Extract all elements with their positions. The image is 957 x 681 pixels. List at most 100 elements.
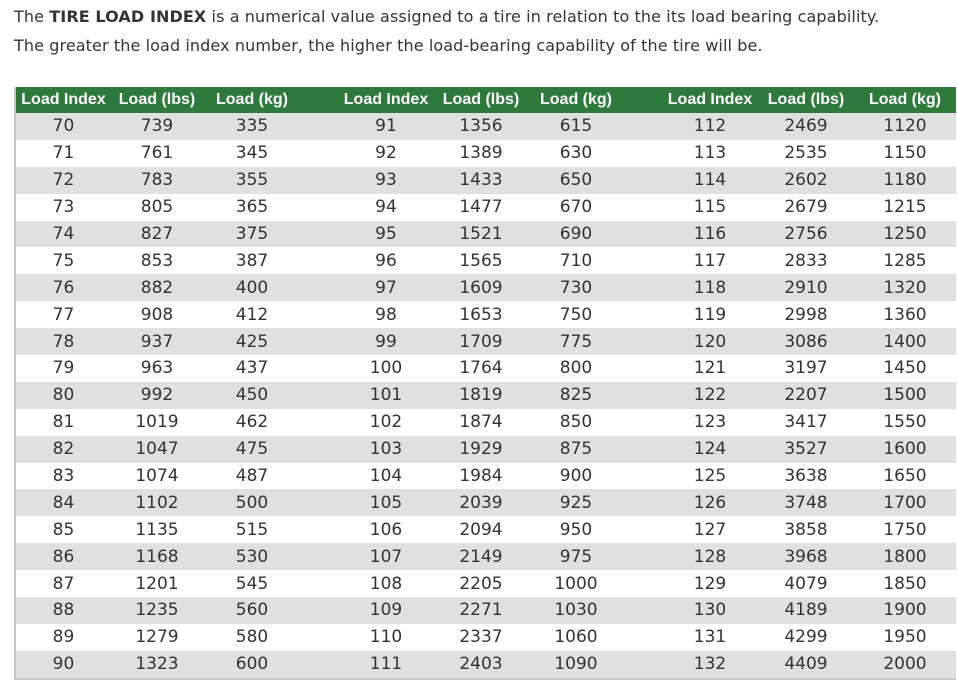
cell-load-index: 77: [15, 301, 111, 329]
table-row: 83 1074 487 104 1984 900 125 3638 1650: [15, 462, 956, 490]
cell-spacer: [624, 462, 662, 490]
cell-spacer: [301, 301, 338, 329]
cell-load-index: 96: [338, 247, 434, 275]
cell-load-index: 97: [338, 274, 434, 302]
cell-load-index: 86: [15, 543, 111, 571]
cell-load-index: 127: [662, 516, 758, 544]
cell-load-lbs: 1929: [434, 435, 528, 463]
cell-load-kg: 545: [203, 570, 301, 598]
cell-spacer: [301, 462, 338, 490]
cell-load-lbs: 1709: [434, 328, 528, 356]
cell-load-index: 84: [15, 489, 111, 517]
cell-load-lbs: 2679: [758, 193, 854, 221]
cell-load-kg: 630: [528, 139, 624, 167]
cell-load-lbs: 827: [111, 220, 203, 248]
cell-load-lbs: 4409: [758, 650, 854, 679]
cell-load-index: 110: [338, 623, 434, 651]
cell-load-index: 108: [338, 570, 434, 598]
cell-load-lbs: 3968: [758, 543, 854, 571]
cell-load-kg: 1700: [854, 489, 956, 517]
cell-load-lbs: 4299: [758, 623, 854, 651]
cell-load-index: 105: [338, 489, 434, 517]
cell-spacer: [624, 247, 662, 275]
cell-load-kg: 1650: [854, 462, 956, 490]
cell-load-index: 128: [662, 543, 758, 571]
cell-load-lbs: 1433: [434, 166, 528, 194]
cell-load-index: 124: [662, 435, 758, 463]
cell-spacer: [301, 247, 338, 275]
table-row: 87 1201 545 108 2205 1000 129 4079 1850: [15, 570, 956, 598]
cell-load-index: 129: [662, 570, 758, 598]
cell-load-kg: 750: [528, 301, 624, 329]
cell-load-kg: 515: [203, 516, 301, 544]
cell-load-kg: 560: [203, 597, 301, 624]
cell-load-index: 125: [662, 462, 758, 490]
cell-spacer: [301, 570, 338, 598]
cell-load-lbs: 2207: [758, 381, 854, 409]
cell-load-kg: 800: [528, 355, 624, 382]
cell-load-kg: 1150: [854, 139, 956, 167]
cell-load-index: 100: [338, 355, 434, 382]
cell-load-index: 78: [15, 328, 111, 356]
cell-load-lbs: 2337: [434, 623, 528, 651]
cell-spacer: [301, 113, 338, 140]
cell-load-kg: 1950: [854, 623, 956, 651]
cell-load-lbs: 2998: [758, 301, 854, 329]
cell-load-kg: 2000: [854, 650, 956, 679]
cell-spacer: [301, 355, 338, 382]
cell-load-index: 83: [15, 462, 111, 490]
cell-load-index: 79: [15, 355, 111, 382]
cell-load-kg: 1400: [854, 328, 956, 356]
cell-load-kg: 387: [203, 247, 301, 275]
cell-load-kg: 1285: [854, 247, 956, 275]
cell-load-lbs: 3527: [758, 435, 854, 463]
cell-load-lbs: 1653: [434, 301, 528, 329]
cell-spacer: [301, 597, 338, 624]
cell-load-lbs: 2535: [758, 139, 854, 167]
cell-load-kg: 730: [528, 274, 624, 302]
cell-load-index: 113: [662, 139, 758, 167]
cell-spacer: [301, 543, 338, 571]
cell-load-lbs: 2756: [758, 220, 854, 248]
cell-load-kg: 1060: [528, 623, 624, 651]
cell-load-index: 101: [338, 381, 434, 409]
cell-load-kg: 775: [528, 328, 624, 356]
cell-spacer: [301, 650, 338, 679]
cell-spacer: [624, 274, 662, 302]
cell-load-kg: 530: [203, 543, 301, 571]
cell-load-kg: 670: [528, 193, 624, 221]
cell-load-index: 98: [338, 301, 434, 329]
table-row: 76 882 400 97 1609 730 118 2910 1320: [15, 274, 956, 302]
cell-load-index: 132: [662, 650, 758, 679]
cell-load-lbs: 2469: [758, 113, 854, 140]
cell-spacer: [301, 220, 338, 248]
cell-load-index: 112: [662, 113, 758, 140]
cell-load-lbs: 1047: [111, 435, 203, 463]
cell-spacer: [624, 166, 662, 194]
cell-load-kg: 925: [528, 489, 624, 517]
table-row: 85 1135 515 106 2094 950 127 3858 1750: [15, 516, 956, 544]
header-load-index: Load Index: [338, 87, 434, 113]
cell-load-index: 80: [15, 381, 111, 409]
cell-load-kg: 487: [203, 462, 301, 490]
cell-load-index: 99: [338, 328, 434, 356]
table-row: 84 1102 500 105 2039 925 126 3748 1700: [15, 489, 956, 517]
cell-load-kg: 1030: [528, 597, 624, 624]
cell-load-kg: 1850: [854, 570, 956, 598]
cell-load-kg: 615: [528, 113, 624, 140]
cell-load-kg: 850: [528, 408, 624, 436]
cell-load-index: 122: [662, 381, 758, 409]
cell-load-lbs: 3638: [758, 462, 854, 490]
cell-spacer: [301, 623, 338, 651]
table-row: 71 761 345 92 1389 630 113 2535 1150: [15, 139, 956, 167]
cell-load-lbs: 1764: [434, 355, 528, 382]
table-row: 89 1279 580 110 2337 1060 131 4299 1950: [15, 623, 956, 651]
cell-load-kg: 875: [528, 435, 624, 463]
header-load-lbs: Load (lbs): [434, 87, 528, 113]
cell-load-index: 76: [15, 274, 111, 302]
cell-load-kg: 365: [203, 193, 301, 221]
table-row: 78 937 425 99 1709 775 120 3086 1400: [15, 328, 956, 356]
cell-load-index: 87: [15, 570, 111, 598]
cell-spacer: [301, 139, 338, 167]
header-load-lbs: Load (lbs): [758, 87, 854, 113]
